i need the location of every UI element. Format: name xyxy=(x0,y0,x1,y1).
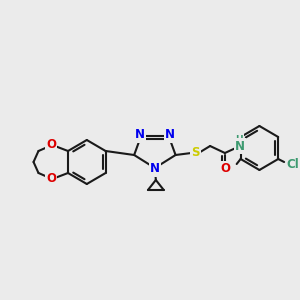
Text: N: N xyxy=(135,128,145,142)
Text: N: N xyxy=(150,163,160,176)
Text: H: H xyxy=(235,134,242,143)
Text: Cl: Cl xyxy=(286,158,299,172)
Text: N: N xyxy=(235,140,245,152)
Text: O: O xyxy=(46,139,56,152)
Text: O: O xyxy=(46,172,56,185)
Text: O: O xyxy=(220,163,230,176)
Text: N: N xyxy=(165,128,175,142)
Text: S: S xyxy=(191,146,200,160)
